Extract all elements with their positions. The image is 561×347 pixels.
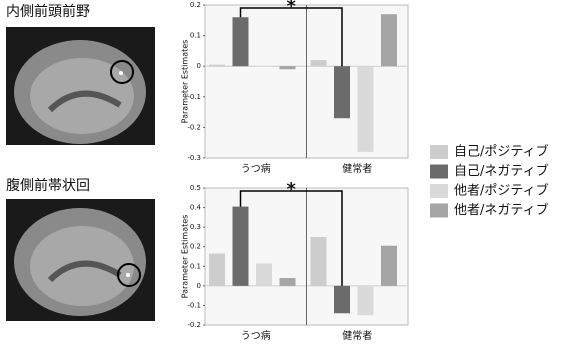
legend-label: 他者/ネガティブ: [454, 202, 549, 218]
bar: [334, 286, 350, 313]
y-tick-label: 0.2: [190, 243, 201, 251]
y-tick-label: -0.3: [187, 154, 201, 162]
y-tick-label: 0.4: [190, 204, 202, 212]
bar: [381, 246, 397, 286]
bar: [311, 237, 327, 286]
y-tick-label: 0.5: [190, 184, 201, 192]
significance-mark: *: [287, 179, 297, 200]
y-tick-label: -0.2: [187, 321, 201, 329]
bar: [233, 207, 249, 286]
bar: [358, 66, 374, 152]
panel-title: 内側前頭前野: [6, 3, 90, 20]
figure: 内側前頭前野-0.3-0.2-0.100.10.2Parameter Estim…: [0, 0, 561, 347]
x-tick-label: うつ病: [241, 162, 271, 175]
y-tick-label: 0.2: [190, 1, 201, 9]
legend-swatch: [430, 184, 448, 198]
y-tick-label: -0.1: [187, 301, 201, 309]
bar: [256, 263, 272, 286]
legend-swatch: [430, 165, 448, 179]
y-tick-label: 0: [197, 282, 201, 290]
y-tick-label: 0: [197, 62, 201, 70]
bar: [233, 17, 249, 66]
legend-swatch: [430, 204, 448, 218]
y-axis-label: Parameter Estimates: [181, 40, 190, 124]
significance-mark: *: [287, 0, 297, 17]
bar: [311, 60, 327, 66]
bar: [256, 66, 272, 67]
x-tick-label: 健常者: [342, 329, 372, 342]
legend-label: 自己/ネガティブ: [454, 163, 549, 179]
legend-label: 自己/ポジティブ: [454, 144, 549, 160]
bar: [381, 14, 397, 66]
page: 内側前頭前野-0.3-0.2-0.100.10.2Parameter Estim…: [0, 0, 561, 347]
y-tick-label: -0.2: [187, 123, 201, 131]
y-tick-label: 0.3: [190, 223, 201, 231]
x-tick-label: 健常者: [342, 162, 372, 175]
brain-image: [6, 199, 155, 321]
bar: [209, 254, 225, 286]
bar: [358, 286, 374, 315]
brain-image: [6, 27, 155, 145]
legend-label: 他者/ポジティブ: [454, 183, 549, 199]
y-axis-label: Parameter Estimates: [181, 215, 190, 299]
bar: [334, 66, 350, 118]
bar: [280, 66, 296, 69]
bar: [209, 65, 225, 67]
y-tick-label: 0.1: [190, 262, 201, 270]
panel-title: 腹側前帯状回: [6, 177, 90, 194]
legend-swatch: [430, 145, 448, 159]
bar: [280, 278, 296, 286]
x-tick-label: うつ病: [241, 329, 271, 342]
y-tick-label: 0.1: [190, 32, 201, 40]
